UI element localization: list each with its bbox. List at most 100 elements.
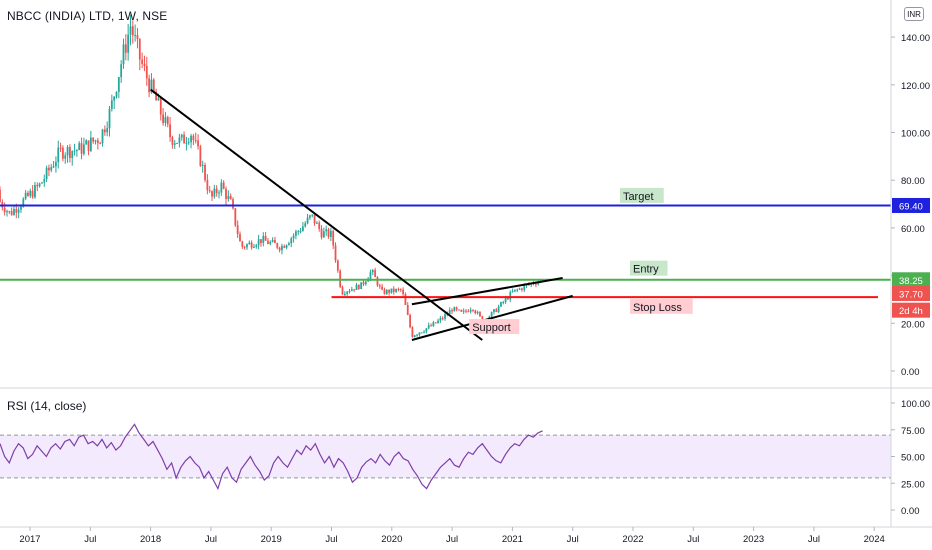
- annotation-support: Support: [472, 322, 511, 334]
- candle-body: [162, 114, 164, 124]
- candle-body: [357, 284, 360, 290]
- candle-body: [178, 137, 181, 144]
- candle-body: [518, 288, 521, 290]
- candle-body: [285, 245, 288, 248]
- rsi-tick-label: 0.00: [901, 506, 920, 517]
- candle-body: [159, 98, 162, 115]
- candle-body: [173, 143, 176, 145]
- candle-body: [299, 231, 302, 233]
- price-tick-label: 100.00: [901, 129, 930, 140]
- candle-body: [190, 135, 192, 143]
- candle-body: [134, 35, 137, 37]
- rsi-tick-label: 75.00: [901, 426, 925, 437]
- candle-body: [469, 309, 472, 312]
- price-tick-label: 80.00: [901, 176, 925, 187]
- candle-body: [243, 246, 246, 248]
- candle-body: [523, 285, 526, 290]
- candle-body: [176, 143, 178, 145]
- candle-body: [66, 147, 69, 156]
- candle-body: [145, 65, 148, 79]
- annotation-bg-entry: [630, 260, 668, 276]
- candle-body: [38, 183, 41, 187]
- trend-line-3: [411, 294, 573, 341]
- candle-body: [392, 288, 395, 292]
- candle-body: [27, 192, 29, 196]
- annotation-target: Target: [623, 191, 654, 203]
- candle-body: [423, 331, 425, 333]
- candle-body: [204, 165, 206, 181]
- candle-body: [59, 147, 62, 149]
- candle-body: [362, 282, 365, 285]
- candle-body: [502, 301, 505, 303]
- candle-body: [313, 214, 316, 224]
- candle-body: [474, 310, 477, 314]
- price-badge-bg: [892, 285, 930, 301]
- candle-body: [213, 188, 216, 197]
- price-axis[interactable]: 140.00120.00100.0080.0060.0040.0020.000.…: [890, 0, 930, 527]
- candle-body: [103, 129, 106, 133]
- rsi-tick-label: 25.00: [901, 479, 925, 490]
- main-pane[interactable]: Target Entry Stop Loss Support: [0, 14, 932, 389]
- candle-body: [215, 188, 218, 194]
- candle-body: [462, 310, 465, 312]
- time-axis[interactable]: 2017 Jul 2018 Jul 2019 Jul 2020 Jul 2021 Jul 2022 J…: [0, 526, 932, 545]
- candle-body: [420, 332, 423, 334]
- candle-body: [516, 289, 519, 291]
- candle-body: [472, 309, 474, 311]
- candle-body: [497, 306, 500, 312]
- candle-body: [48, 167, 50, 171]
- candle-body: [453, 307, 456, 312]
- candle-body: [253, 246, 255, 248]
- candle-body: [143, 63, 146, 66]
- candle-body: [234, 208, 237, 226]
- candle-body: [52, 166, 55, 168]
- candle-body: [113, 96, 116, 101]
- candle-body: [306, 217, 309, 224]
- rsi-title: RSI (14, close): [7, 399, 87, 413]
- candles: [0, 14, 542, 338]
- candle-body: [355, 284, 358, 290]
- candle-body: [304, 223, 307, 227]
- price-badge-bg: [892, 272, 930, 288]
- candle-body: [85, 140, 88, 145]
- candle-body: [138, 38, 141, 60]
- candle-body: [31, 190, 34, 198]
- candle-body: [94, 140, 97, 142]
- candle-body: [22, 198, 25, 207]
- candle-body: [43, 179, 46, 183]
- candle-body: [441, 318, 444, 320]
- candle-body: [451, 310, 453, 312]
- candle-body: [80, 143, 83, 154]
- currency-button[interactable]: INR: [904, 7, 924, 21]
- candle-body: [390, 288, 393, 293]
- candle-body: [455, 307, 458, 310]
- candle-body: [467, 311, 470, 313]
- candle-body: [236, 225, 239, 234]
- candle-body: [465, 310, 467, 312]
- price-tick-label: 0.00: [901, 367, 920, 378]
- chart-title: NBCC (INDIA) LTD, 1W, NSE: [7, 9, 168, 23]
- candle-body: [148, 78, 151, 93]
- candle-body: [29, 190, 32, 196]
- price-badge: 69.40: [899, 201, 923, 212]
- candle-body: [124, 44, 127, 53]
- rsi-pane[interactable]: [0, 423, 891, 491]
- candle-body: [62, 147, 64, 159]
- candle-body: [381, 286, 384, 290]
- time-tick-label: 2019: [261, 534, 282, 545]
- candle-body: [0, 189, 1, 202]
- candle-body: [432, 322, 435, 327]
- candle-body: [89, 137, 92, 151]
- candle-body: [3, 207, 6, 213]
- candle-body: [399, 289, 402, 291]
- candle-body: [6, 211, 8, 213]
- candle-body: [395, 289, 397, 292]
- candle-body: [24, 192, 27, 199]
- time-tick-label: 2024: [864, 534, 885, 545]
- candle-body: [8, 211, 11, 213]
- candle-body: [246, 244, 248, 248]
- candle-body: [20, 206, 22, 210]
- candle-body: [476, 312, 479, 314]
- candle-body: [334, 245, 337, 261]
